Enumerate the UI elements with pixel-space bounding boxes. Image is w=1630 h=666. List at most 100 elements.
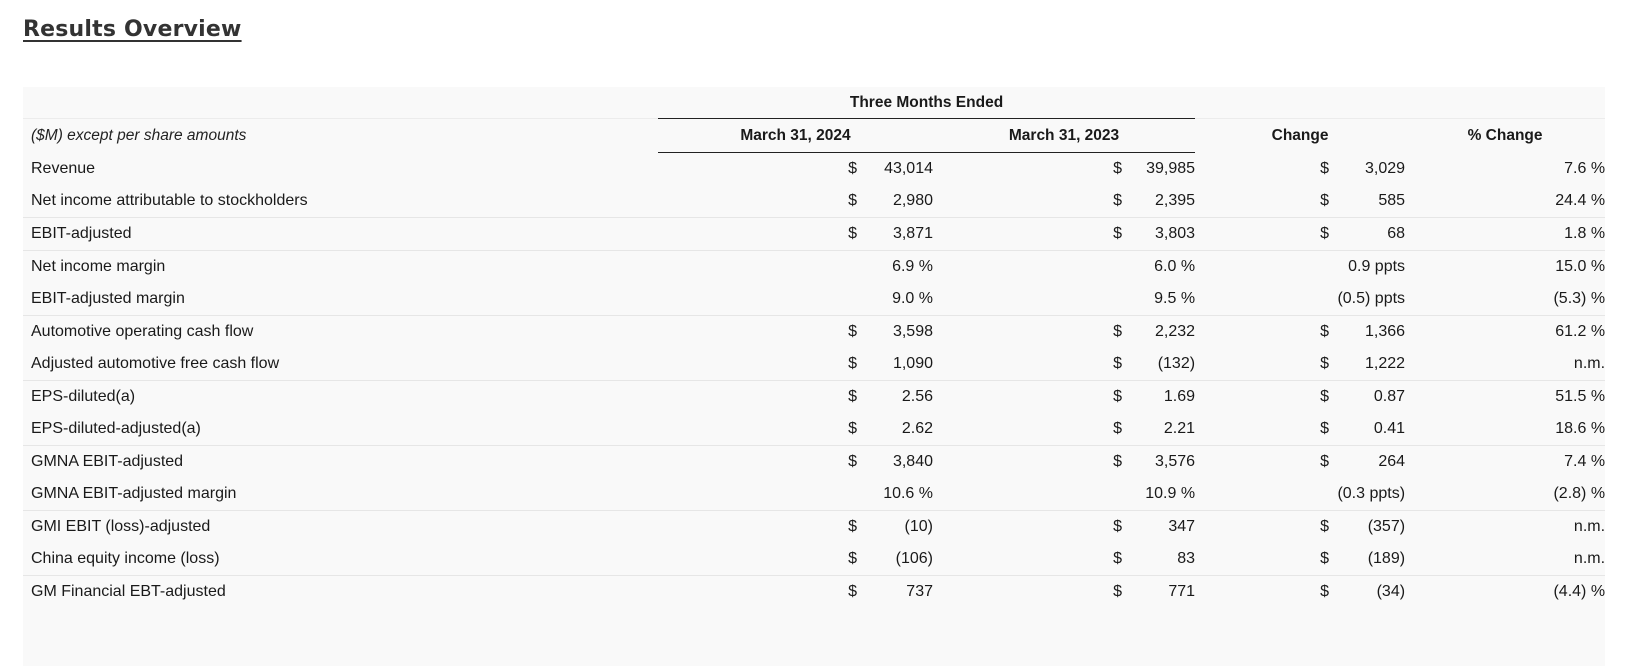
value-mar-2024: 3,871 [863, 217, 933, 251]
value-change: (357) [1367, 518, 1406, 535]
group-header-three-months: Three Months Ended [658, 87, 1196, 119]
value-mar-2023: 83 [1128, 543, 1196, 576]
row-label: GMI EBIT (loss)-adjusted [31, 518, 211, 535]
value-mar-2023: 1.69 [1163, 388, 1196, 405]
value-pct-change: 24.4 % [1405, 185, 1606, 218]
value-change: 0.41 [1335, 413, 1406, 446]
currency-symbol: $ [1320, 323, 1330, 340]
value-mar-2024: (10) [904, 518, 933, 535]
value-change: (189) [1335, 543, 1406, 576]
table-row: EBIT-adjusted $3,871 $3,803 $68 1.8 % [23, 217, 1606, 251]
results-table-container: Three Months Ended ($M) except per share… [23, 87, 1606, 666]
currency-symbol: $ [933, 543, 1128, 576]
value-pct-change: 51.5 % [1555, 388, 1606, 405]
currency-symbol: $ [1320, 583, 1330, 600]
value-pct-change: 1.8 % [1405, 217, 1606, 251]
table-group-header-row: Three Months Ended [23, 87, 1606, 119]
value-mar-2024: 6.9 % [892, 258, 933, 275]
currency-symbol: $ [1113, 453, 1122, 470]
value-change: 0.9 ppts [1348, 258, 1406, 275]
value-mar-2023: 2.21 [1128, 413, 1196, 446]
value-mar-2023: 9.5 % [933, 283, 1196, 316]
table-body: Revenue $43,014 $39,985 $3,029 7.6 % Net inco… [23, 153, 1606, 609]
value-pct-change: 7.4 % [1564, 453, 1606, 470]
currency-symbol: $ [1195, 543, 1336, 576]
currency-symbol: $ [658, 185, 863, 218]
currency-symbol: $ [848, 160, 857, 177]
currency-symbol: $ [1113, 160, 1122, 177]
value-change: 68 [1335, 217, 1406, 251]
row-label: EBIT-adjusted margin [23, 283, 658, 316]
table-row: GM Financial EBT-adjusted $737 $771 $ (34) (4… [23, 576, 1605, 609]
value-change: 1,222 [1335, 348, 1406, 381]
value-mar-2023: 2,395 [1128, 185, 1196, 218]
row-label: GMNA EBIT-adjusted [31, 453, 184, 470]
currency-symbol: $ [933, 413, 1128, 446]
results-table: Three Months Ended ($M) except per share… [23, 87, 1606, 609]
currency-symbol: $ [1320, 453, 1330, 470]
group-header-spacer [23, 87, 658, 119]
currency-symbol: $ [848, 388, 857, 405]
table-row: Net income margin 6.9 % 6.0 % 0.9 ppts 15.0 … [23, 251, 1605, 284]
currency-symbol: $ [1320, 518, 1330, 535]
value-mar-2024: 1,090 [863, 348, 933, 381]
value-mar-2024: 10.6 % [658, 478, 933, 511]
value-mar-2023: 3,576 [1155, 453, 1196, 470]
value-change: 3,029 [1365, 159, 1406, 177]
value-change: 0.87 [1373, 388, 1406, 405]
value-pct-change: 18.6 % [1405, 413, 1606, 446]
currency-symbol: $ [848, 518, 857, 535]
value-mar-2024: 2,980 [863, 185, 933, 218]
value-mar-2024: 3,598 [892, 323, 933, 340]
value-change: (0.5) ppts [1195, 283, 1406, 316]
value-mar-2024: 737 [906, 583, 933, 600]
value-mar-2024: 2.56 [901, 388, 933, 405]
value-pct-change: (4.4) % [1553, 583, 1606, 600]
column-header-mar-2023: March 31, 2023 [933, 118, 1196, 153]
value-mar-2023: 39,985 [1146, 160, 1196, 177]
row-label: Automotive operating cash flow [31, 323, 254, 340]
table-row: Automotive operating cash flow $3,598 $2,2… [23, 316, 1605, 349]
value-pct-change: n.m. [1405, 348, 1606, 381]
value-pct-change: (5.3) % [1405, 283, 1606, 316]
row-label: EBIT-adjusted [23, 217, 658, 251]
value-mar-2023: 771 [1168, 583, 1196, 600]
value-change: (0.3 ppts) [1195, 478, 1406, 511]
value-mar-2024: 2.62 [863, 413, 933, 446]
value-mar-2023: 3,803 [1128, 217, 1196, 251]
currency-symbol: $ [848, 453, 857, 470]
value-pct-change: (2.8) % [1405, 478, 1606, 511]
currency-symbol: $ [658, 413, 863, 446]
table-row: EPS-diluted-adjusted(a) $2.62 $2.21 $0.41 18… [23, 413, 1606, 446]
currency-symbol: $ [658, 217, 863, 251]
column-header-mar-2024: March 31, 2024 [658, 118, 933, 153]
value-change: (34) [1376, 583, 1406, 600]
value-mar-2024: (106) [863, 543, 933, 576]
table-row: GMNA EBIT-adjusted $3,840 $3,576 $264 7.4 % [23, 446, 1605, 479]
value-pct-change: 7.6 % [1564, 159, 1606, 177]
column-header-pct-change: % Change [1467, 126, 1543, 144]
row-label: Net income attributable to stockholders [23, 185, 658, 218]
currency-symbol: $ [1113, 388, 1122, 405]
value-mar-2023: 10.9 % [933, 478, 1196, 511]
table-column-header-row: ($M) except per share amounts March 31, … [23, 118, 1605, 153]
currency-symbol: $ [933, 348, 1128, 381]
row-label: GM Financial EBT-adjusted [31, 583, 226, 600]
value-pct-change: 61.2 % [1555, 323, 1606, 340]
value-change: 264 [1378, 453, 1406, 470]
currency-symbol: $ [658, 348, 863, 381]
row-label: EPS-diluted-adjusted(a) [23, 413, 658, 446]
value-pct-change: 15.0 % [1555, 258, 1606, 275]
group-header-spacer-right [1195, 87, 1606, 119]
table-row: GMI EBIT (loss)-adjusted $ (10) $347 $ (357) n… [23, 511, 1605, 544]
row-header-label: ($M) except per share amounts [31, 126, 247, 144]
table-row: Net income attributable to stockholders $… [23, 185, 1606, 218]
row-label: China equity income (loss) [23, 543, 658, 576]
table-row: GMNA EBIT-adjusted margin 10.6 % 10.9 % (0.… [23, 478, 1606, 511]
currency-symbol: $ [1320, 159, 1330, 177]
value-mar-2023: 2,232 [1155, 323, 1196, 340]
table-row: Adjusted automotive free cash flow $1,090… [23, 348, 1606, 381]
row-label: Adjusted automotive free cash flow [23, 348, 658, 381]
currency-symbol: $ [1113, 323, 1122, 340]
